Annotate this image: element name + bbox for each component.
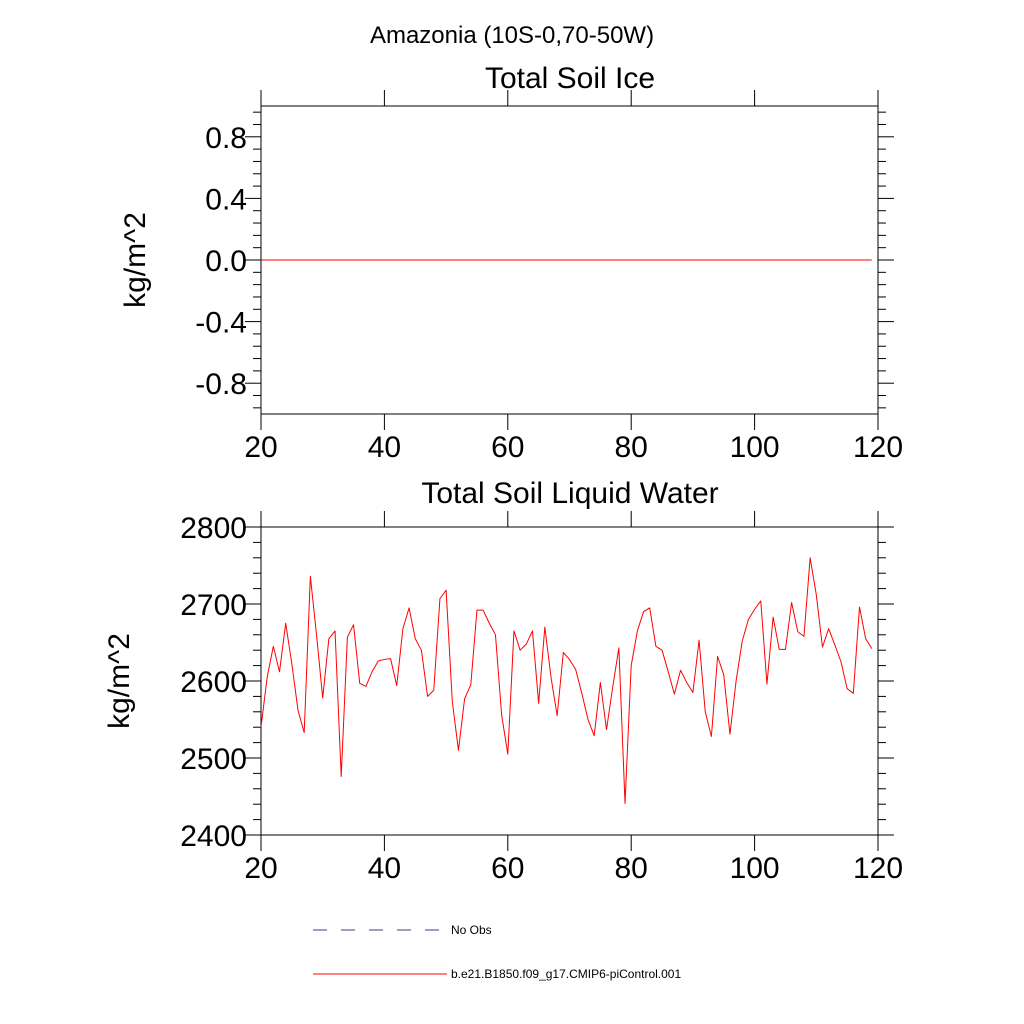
y-tick-label-soil-liquid-water: 2800 (180, 512, 247, 545)
y-tick-label-soil-liquid-water: 2400 (180, 820, 247, 853)
chart-panel-soil-ice: Total Soil Ice 20 40 60 80 100 120 -0.8 -0.4 0.0… (119, 62, 903, 464)
x-tick-label-soil-liquid-water: 20 (244, 852, 277, 885)
tick-labels-soil-liquid-water: 20 40 60 80 100 120 2400 2500 2600 2700 2800 (180, 512, 903, 885)
x-tick-label-soil-liquid-water: 60 (491, 852, 524, 885)
legend-label-model: b.e21.B1850.f09_g17.CMIP6-piControl.001 (451, 967, 681, 981)
y-axis-label-soil-ice: kg/m^2 (119, 212, 152, 308)
x-tick-label-soil-ice: 40 (368, 431, 401, 464)
series-line-soil-liquid-water (260, 557, 873, 804)
y-tick-label-soil-liquid-water: 2600 (180, 666, 247, 699)
y-tick-label-soil-ice: 0.0 (205, 245, 247, 278)
y-tick-label-soil-ice: -0.4 (195, 307, 247, 340)
x-tick-label-soil-ice: 100 (730, 431, 780, 464)
legend-label-no-obs: No Obs (451, 923, 492, 937)
y-tick-label-soil-ice: 0.8 (205, 122, 247, 155)
plot-frame-soil-liquid-water (260, 526, 879, 836)
x-tick-label-soil-liquid-water: 80 (615, 852, 648, 885)
legend: No Obs b.e21.B1850.f09_g17.CMIP6-piContr… (313, 923, 681, 981)
y-tick-label-soil-ice: 0.4 (205, 183, 247, 216)
panel-title-soil-ice: Total Soil Ice (485, 62, 655, 95)
x-tick-label-soil-ice: 120 (853, 431, 903, 464)
x-tick-label-soil-ice: 60 (491, 431, 524, 464)
y-tick-label-soil-ice: -0.8 (195, 368, 247, 401)
figure-title: Amazonia (10S-0,70-50W) (370, 22, 654, 49)
y-tick-label-soil-liquid-water: 2500 (180, 743, 247, 776)
x-tick-label-soil-liquid-water: 40 (368, 852, 401, 885)
y-axis-label-soil-liquid-water: kg/m^2 (103, 633, 136, 729)
ticks-soil-liquid-water (245, 511, 894, 851)
x-tick-label-soil-liquid-water: 120 (853, 852, 903, 885)
x-tick-label-soil-ice: 80 (615, 431, 648, 464)
ticks-soil-ice (245, 90, 894, 430)
y-tick-label-soil-liquid-water: 2700 (180, 589, 247, 622)
chart-panel-soil-liquid-water: Total Soil Liquid Water 20 40 60 80 100 120 24… (103, 477, 903, 885)
x-tick-label-soil-ice: 20 (244, 431, 277, 464)
x-tick-label-soil-liquid-water: 100 (730, 852, 780, 885)
series-soil-liquid-water (260, 557, 873, 804)
panel-title-soil-liquid-water: Total Soil Liquid Water (421, 477, 718, 510)
tick-labels-soil-ice: 20 40 60 80 100 120 -0.8 -0.4 0.0 0.4 0.8 (195, 122, 903, 464)
